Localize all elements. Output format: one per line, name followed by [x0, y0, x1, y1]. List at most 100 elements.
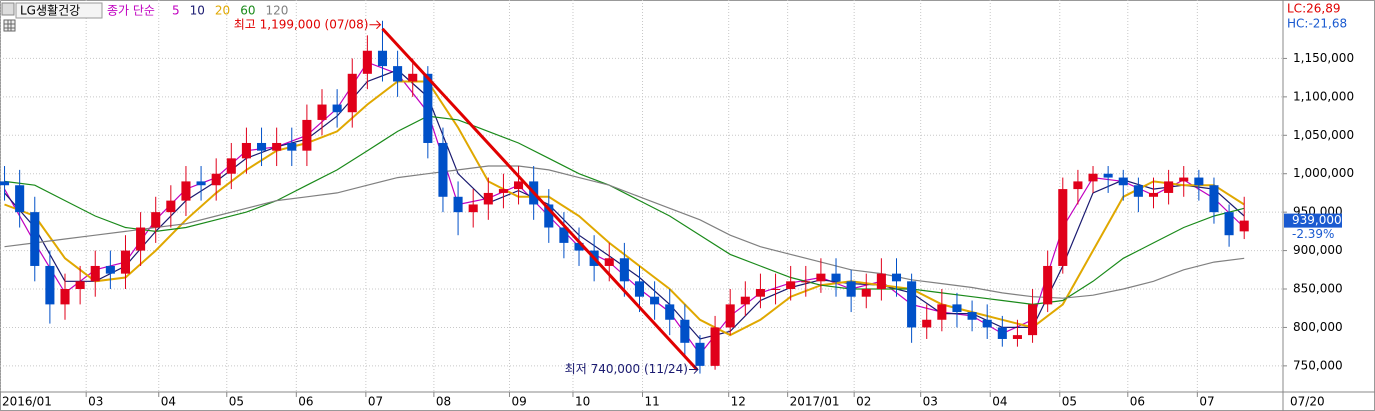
candle-body — [755, 289, 765, 297]
x-tick-label: 02 — [856, 395, 871, 409]
candle-body — [302, 119, 312, 151]
candle-body — [634, 281, 645, 297]
candle-body — [650, 296, 660, 305]
x-tick-label: 07 — [1199, 395, 1214, 409]
candle-body — [438, 142, 448, 197]
candle-body — [211, 173, 221, 186]
candle-body — [181, 181, 191, 201]
x-tick-label: 06 — [1130, 395, 1145, 409]
candle-body — [831, 273, 841, 282]
candle-body — [574, 242, 584, 251]
y-tick-label: 750,000 — [1293, 358, 1343, 372]
candle-body — [498, 189, 508, 193]
candle-body — [151, 212, 161, 228]
candle-body — [90, 265, 100, 282]
candles — [0, 20, 1249, 374]
candle-body — [408, 73, 418, 82]
candle-body — [257, 142, 267, 151]
candle-body — [1194, 177, 1204, 186]
x-tick-label: 10 — [575, 395, 590, 409]
candle-body — [907, 281, 917, 328]
legend-entry: 10 — [190, 4, 205, 18]
candle-body — [1012, 335, 1022, 339]
y-tick-label: 850,000 — [1293, 282, 1343, 296]
candle-body — [30, 212, 40, 266]
trend-line — [381, 27, 699, 371]
candle-body — [665, 304, 675, 320]
x-tick-label: 2017/01 — [790, 395, 840, 409]
candle-body — [45, 265, 55, 305]
candle-body — [241, 142, 251, 159]
x-tick-label: 07 — [368, 395, 383, 409]
candle-body — [891, 273, 902, 282]
candle-body — [604, 258, 614, 266]
candle-body — [695, 342, 705, 366]
candle-body — [559, 227, 569, 243]
candle-body — [725, 304, 735, 328]
candle-body — [786, 281, 796, 290]
chart-title: LG생활건강 — [20, 4, 80, 18]
price-label: 939,000 — [1292, 213, 1342, 227]
title-box[interactable] — [15, 2, 103, 19]
menu-icon[interactable] — [1, 2, 15, 16]
candle-body — [1133, 185, 1143, 197]
candle-body — [423, 73, 433, 143]
candle-body — [1118, 177, 1128, 186]
candle-body — [1043, 265, 1053, 305]
candle-body — [362, 50, 372, 74]
candle-body — [1073, 181, 1083, 190]
candle-body — [514, 181, 524, 190]
candle-body — [272, 142, 282, 151]
x-tick-label: 05 — [229, 395, 244, 409]
price-box — [1284, 213, 1342, 228]
candle-body — [1088, 173, 1098, 182]
y-tick-label: 1,150,000 — [1293, 51, 1354, 65]
candle-body — [105, 265, 115, 274]
candle-body — [1224, 212, 1234, 236]
candle-body — [483, 192, 493, 205]
candle-body — [60, 289, 70, 305]
legend-entry: 120 — [265, 4, 288, 18]
candle-body — [982, 319, 992, 328]
x-tick-label: 09 — [511, 395, 526, 409]
y-tick-label: 1,050,000 — [1293, 128, 1354, 142]
candle-body — [967, 312, 977, 320]
x-tick-label: 06 — [298, 395, 313, 409]
x-tick-label: 03 — [88, 395, 103, 409]
overlay: 최고 1,199,000 (07/08) 최저 740,000 (11/24) — [234, 17, 699, 376]
candle-body — [453, 196, 463, 213]
candle-body — [332, 104, 342, 113]
change-label: -2.39% — [1292, 227, 1334, 241]
low-annotation: 최저 740,000 (11/24) — [565, 362, 688, 376]
candle-body — [816, 273, 826, 282]
candle-body — [393, 66, 403, 82]
indicator-label: 종가 단순 — [107, 4, 155, 18]
candle-body — [846, 281, 856, 297]
candle-body — [1058, 189, 1068, 266]
x-tick-label: 03 — [923, 395, 938, 409]
candle-body — [680, 319, 690, 343]
x-tick-label: 04 — [992, 395, 1007, 409]
ma-line — [4, 115, 1245, 306]
candle-body — [937, 304, 947, 320]
candle-body — [619, 258, 629, 282]
high-arrow — [369, 20, 382, 30]
x-tick-label: 12 — [731, 395, 746, 409]
candle-body — [952, 304, 962, 313]
candle-body — [861, 289, 871, 297]
candle-body — [801, 281, 811, 283]
x-tick-label: 05 — [1062, 395, 1077, 409]
y-tick-label: 1,100,000 — [1293, 89, 1354, 103]
candle-body — [1148, 192, 1159, 197]
y-tick-label: 1,000,000 — [1293, 166, 1354, 180]
y-tick-label: 800,000 — [1293, 320, 1343, 334]
candle-body — [120, 250, 131, 274]
candle-body — [287, 142, 297, 151]
high-annotation: 최고 1,199,000 (07/08) — [234, 17, 369, 31]
candle-body — [771, 289, 781, 291]
table-icon[interactable] — [3, 19, 16, 32]
candle-body — [75, 281, 85, 290]
candle-body — [15, 185, 25, 213]
